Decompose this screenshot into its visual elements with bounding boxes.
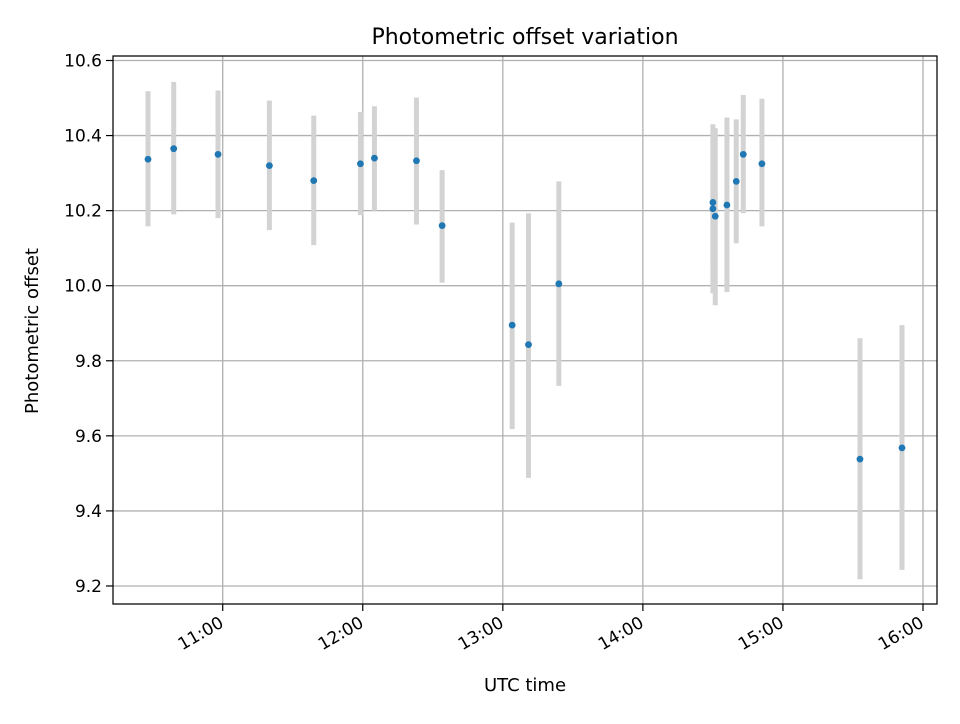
data-points: [144, 145, 906, 463]
axes-frame: [112, 55, 938, 605]
y-tick-label: 10.6: [64, 52, 102, 72]
chart-title: Photometric offset variation: [371, 25, 678, 50]
data-point: [856, 455, 864, 463]
y-tick-label: 9.2: [75, 577, 102, 597]
data-point: [265, 162, 273, 170]
y-axis-label: Photometric offset: [22, 248, 43, 414]
data-point: [758, 160, 766, 168]
y-tick-label: 10.4: [64, 127, 102, 147]
data-point: [525, 341, 532, 349]
y-tick-label: 10.0: [64, 277, 102, 297]
data-point: [214, 150, 222, 158]
grid-lines: [113, 56, 937, 604]
y-tick-label: 9.4: [75, 502, 102, 522]
data-point: [438, 222, 446, 230]
data-point: [555, 280, 563, 288]
data-point: [508, 321, 516, 329]
data-point: [144, 155, 152, 163]
x-axis-label: UTC time: [484, 675, 566, 696]
data-point: [723, 201, 731, 209]
data-point: [371, 154, 378, 162]
data-point: [898, 444, 906, 452]
y-tick-label: 9.6: [75, 427, 102, 447]
data-point: [357, 160, 364, 168]
data-point: [709, 205, 717, 213]
data-point: [739, 150, 747, 158]
data-point: [413, 157, 420, 165]
data-point: [711, 212, 719, 220]
data-point: [732, 177, 740, 185]
data-point: [709, 198, 717, 206]
y-tick-label: 10.2: [64, 202, 102, 222]
data-point: [170, 145, 178, 153]
data-point: [310, 177, 318, 185]
y-tick-label: 9.8: [75, 352, 102, 372]
